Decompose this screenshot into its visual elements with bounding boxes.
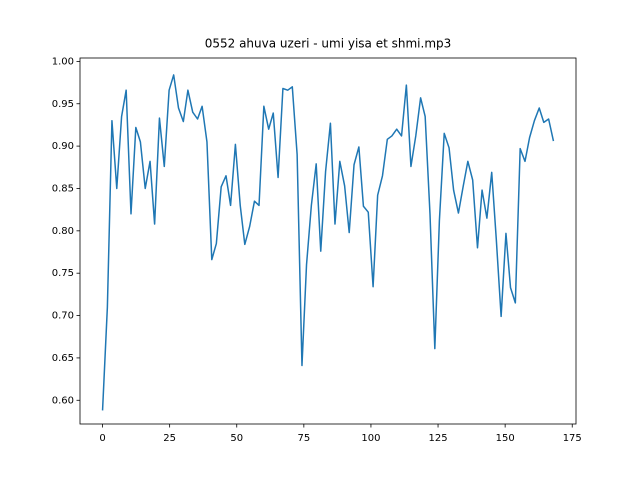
- x-tick-label: 175: [563, 433, 582, 444]
- data-line: [101, 74, 555, 411]
- y-tick-label: 0.95: [52, 99, 74, 110]
- x-tick-label: 50: [230, 433, 243, 444]
- y-tick-label: 1.00: [52, 56, 74, 67]
- y-tick-label: 0.90: [52, 141, 74, 152]
- y-tick-label: 0.70: [52, 311, 74, 322]
- x-tick-label: 75: [297, 433, 310, 444]
- y-tick-label: 0.65: [52, 353, 74, 364]
- y-tick-label: 0.80: [52, 226, 74, 237]
- x-tick-label: 100: [361, 433, 380, 444]
- y-tick-label: 0.75: [52, 268, 74, 279]
- chart-title: 0552 ahuva uzeri - umi yisa et shmi.mp3: [205, 37, 452, 51]
- x-tick-label: 25: [163, 433, 176, 444]
- x-tick-label: 150: [496, 433, 515, 444]
- x-tick-label: 125: [428, 433, 447, 444]
- y-tick-label: 0.85: [52, 183, 74, 194]
- x-tick-label: 0: [99, 433, 105, 444]
- axes-frame: [79, 57, 577, 425]
- y-tick-label: 0.60: [52, 395, 74, 406]
